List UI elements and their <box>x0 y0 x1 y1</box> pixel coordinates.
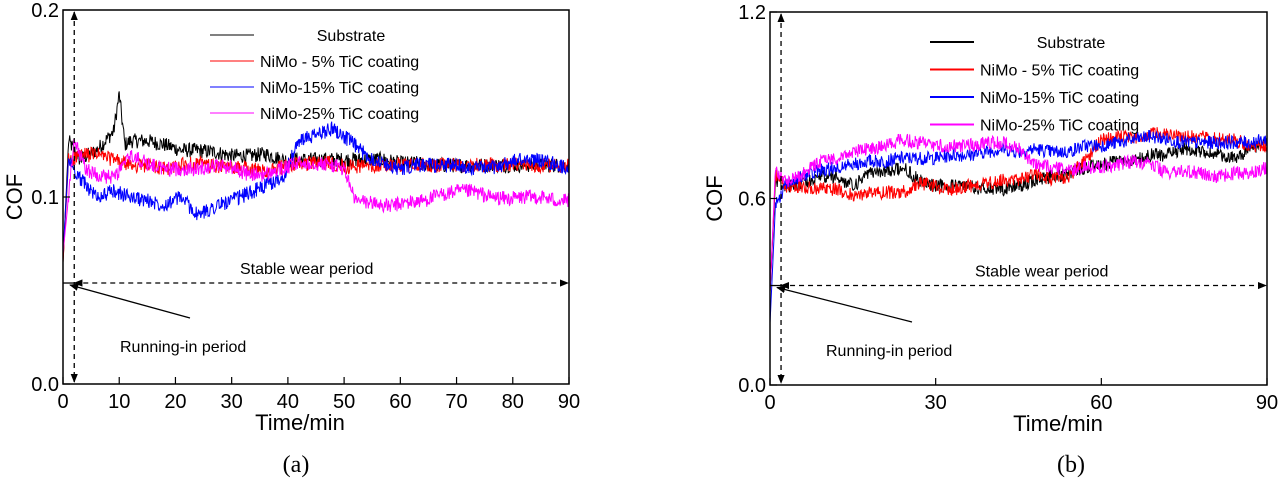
x-tick-label: 50 <box>333 391 355 413</box>
x-tick-label: 90 <box>1256 392 1278 414</box>
x-tick-label: 0 <box>57 391 68 413</box>
y-tick-label: 0.1 <box>31 187 59 209</box>
y-tick-label: 0.0 <box>738 375 766 397</box>
chart-b: 0 30 60 90 0.0 0.6 1.2 Time/min COF Substrate NiMo… <box>702 2 1278 478</box>
series-line-3 <box>63 138 569 254</box>
x-tick-label: 60 <box>1090 392 1112 414</box>
x-tick-label: 30 <box>221 391 243 413</box>
running-in-pointer <box>69 283 191 319</box>
x-tick-label: 80 <box>502 391 524 413</box>
x-tick-label: 0 <box>764 392 775 414</box>
series-line-0 <box>63 91 569 263</box>
running-in-pointer <box>776 286 913 323</box>
series-group <box>63 91 569 263</box>
y-tick-label: 0.0 <box>31 374 59 396</box>
running-in-label: Running-in period <box>826 343 952 360</box>
legend-label: NiMo-25% TiC coating <box>260 106 419 123</box>
legend-label: Substrate <box>317 28 386 45</box>
stable-wear-label: Stable wear period <box>975 264 1108 281</box>
legend-label: NiMo-15% TiC coating <box>260 80 419 97</box>
legend-label: NiMo-15% TiC coating <box>980 90 1139 107</box>
x-tick-label: 60 <box>389 391 411 413</box>
y-tick-label: 1.2 <box>738 2 766 24</box>
legend: Substrate NiMo - 5% TiC coating NiMo-15% T… <box>930 35 1139 135</box>
series-group <box>770 126 1267 323</box>
stable-wear-label: Stable wear period <box>240 261 373 278</box>
chart-a: 0 10 20 30 40 50 60 70 80 90 0.0 0.1 0.2 Time/min COF S… <box>2 0 580 478</box>
series-line-2 <box>63 121 569 254</box>
series-line-2 <box>770 129 1267 323</box>
legend-label: Substrate <box>1037 35 1106 52</box>
x-tick-label: 90 <box>558 391 580 413</box>
y-tick-label: 0.6 <box>738 189 766 211</box>
x-axis-label: Time/min <box>1013 411 1103 436</box>
panel-caption: (b) <box>1057 452 1085 478</box>
legend-label: NiMo - 5% TiC coating <box>260 54 419 71</box>
legend-label: NiMo-25% TiC coating <box>980 118 1139 135</box>
y-axis-label: COF <box>2 174 27 220</box>
x-tick-label: 10 <box>108 391 130 413</box>
legend: Substrate NiMo - 5% TiC coating NiMo-15% T… <box>210 28 419 123</box>
series-line-3 <box>770 133 1267 292</box>
panel-caption: (a) <box>283 452 310 478</box>
x-tick-label: 30 <box>925 392 947 414</box>
x-tick-label: 40 <box>277 391 299 413</box>
legend-label: NiMo - 5% TiC coating <box>980 63 1139 80</box>
y-axis-label: COF <box>702 175 727 221</box>
x-axis-label: Time/min <box>255 410 345 435</box>
x-tick-label: 70 <box>445 391 467 413</box>
running-in-label: Running-in period <box>120 339 246 356</box>
x-tick-label: 20 <box>164 391 186 413</box>
y-tick-label: 0.2 <box>31 0 59 22</box>
